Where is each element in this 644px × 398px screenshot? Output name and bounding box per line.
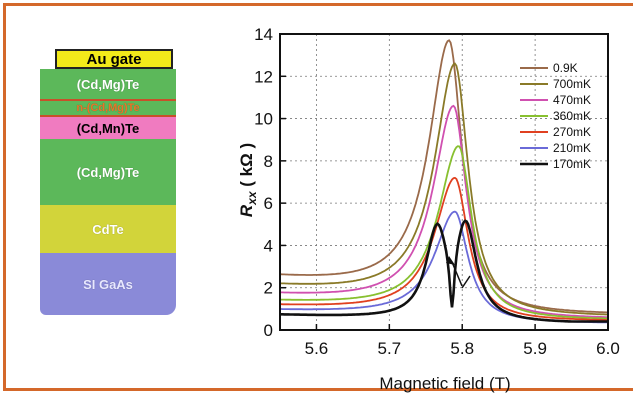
legend-entry: 470mK (553, 93, 591, 107)
legend-entry: 360mK (553, 109, 591, 123)
layer-2: n-(Cd,Mg)Te (40, 99, 176, 117)
x-tick-label: 6.0 (596, 339, 620, 358)
series-line-700mK (279, 62, 609, 316)
legend-entry: 210mK (553, 141, 591, 155)
y-tick-label: 12 (254, 67, 273, 86)
series-line-0.9K (279, 39, 608, 314)
axes (279, 33, 609, 331)
y-tick-label: 8 (264, 152, 273, 171)
legend: 0.9K 700mK 470mK 360mK 270mK 210mK 170mK (520, 61, 591, 171)
tick-labels: 0 2 4 6 8 10 12 14 5.6 5.7 5.8 5.9 6.0 (254, 25, 620, 358)
series-line-210mK (280, 210, 608, 324)
plot-area-border (279, 33, 609, 331)
y-tick-label: 4 (264, 236, 273, 255)
y-axis-label: Rxx ( kΩ ) (237, 143, 259, 217)
layer-6: SI GaAs (40, 253, 176, 315)
series-line-170mK (280, 219, 608, 323)
y-tick-label: 6 (264, 194, 273, 213)
layer-0: Au gate (55, 49, 173, 69)
x-axis-label: Magnetic field (T) (379, 374, 510, 393)
layer-1: (Cd,Mg)Te (40, 69, 176, 99)
x-tick-label: 5.6 (305, 339, 329, 358)
legend-entry: 270mK (553, 125, 591, 139)
y-tick-label: 10 (254, 110, 273, 129)
legend-entry: 170mK (553, 157, 591, 171)
y-tick-label: 2 (264, 279, 273, 298)
series-line-470mK (280, 104, 609, 319)
layer-5: CdTe (40, 205, 176, 253)
legend-entry: 700mK (553, 77, 591, 91)
x-tick-label: 5.8 (450, 339, 474, 358)
series-line-270mK (280, 176, 608, 321)
y-tick-label: 0 (264, 321, 273, 340)
x-tick-label: 5.7 (378, 339, 402, 358)
layer-3: (Cd,Mn)Te (40, 117, 176, 139)
legend-entry: 0.9K (553, 61, 578, 75)
series-curves (279, 39, 609, 324)
y-tick-label: 14 (254, 25, 273, 44)
series-line-360mK (280, 145, 608, 320)
x-tick-label: 5.9 (523, 339, 547, 358)
layer-4: (Cd,Mg)Te (40, 139, 176, 205)
arrow-annotation (446, 256, 471, 289)
